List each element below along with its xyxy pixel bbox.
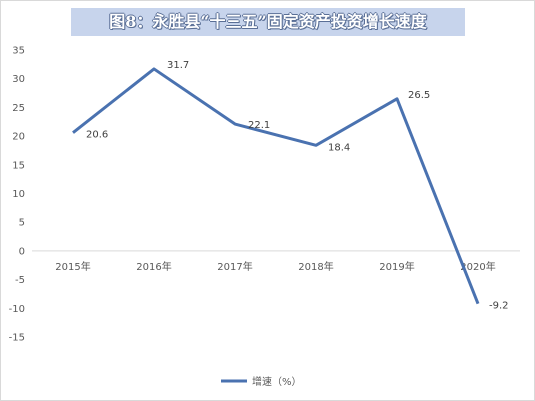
y-tick-label: -15 [9,333,25,344]
y-tick-label: 35 [12,46,25,57]
data-label: 26.5 [408,90,430,101]
x-tick-label: 2018年 [298,260,333,273]
data-label: -9.2 [489,301,509,312]
y-tick-label: 20 [12,132,25,143]
data-label: 18.4 [328,142,350,153]
series-line [72,67,480,305]
x-tick-label: 2016年 [136,260,171,273]
y-tick-label: 5 [19,218,25,229]
x-tick-label: 2015年 [55,260,90,273]
x-tick-label: 2019年 [379,260,414,273]
chart-title: 图8：永胜县“十三五”固定资产投资增长速度 [109,12,427,31]
legend-label: 增速（%） [252,375,302,388]
x-axis-tick-labels: 2015年 2016年 2017年 2018年 2019年 2020年 [55,260,495,273]
x-tick-label: 2020年 [460,260,495,273]
y-tick-label: 25 [12,103,25,114]
data-label: 22.1 [248,120,270,131]
y-tick-label: 15 [12,160,25,171]
chart-title-background [71,8,465,36]
data-labels: 20.6 31.7 22.1 18.4 26.5 -9.2 [86,60,509,312]
x-tick-label: 2017年 [217,260,252,273]
y-tick-label: 0 [19,246,25,257]
legend: 增速（%） [221,375,302,388]
y-axis-tick-labels: 35 30 25 20 15 10 5 0 -5 -10 -15 [9,46,25,344]
y-tick-label: 10 [12,189,25,200]
y-tick-label: -5 [15,275,25,286]
y-tick-label: -10 [9,304,25,315]
y-tick-label: 30 [12,74,25,85]
data-label: 31.7 [167,60,189,71]
data-label: 20.6 [86,130,108,141]
